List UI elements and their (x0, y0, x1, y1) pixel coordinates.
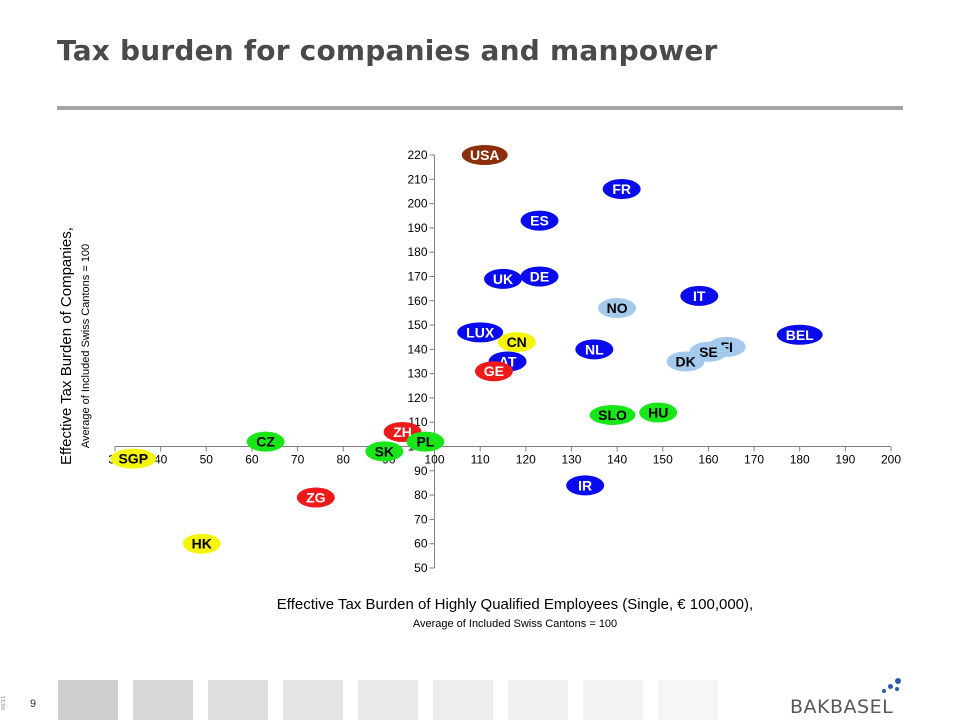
x-axis-label: Effective Tax Burden of Highly Qualified… (276, 596, 754, 613)
x-tick-label: 70 (291, 453, 305, 467)
y-tick-label: 170 (407, 269, 427, 283)
point-marker-sk (365, 441, 404, 462)
y-tick-label: 150 (407, 318, 427, 332)
point-label-zg: ZG (306, 490, 326, 506)
y-axis-label: Effective Tax Burden of Companies, (58, 227, 75, 465)
point-label-hu: HU (648, 405, 668, 421)
y-tick-label: 220 (407, 148, 427, 162)
point-label-fr: FR (612, 181, 631, 197)
footer-deco-block (583, 680, 643, 720)
point-label-hk: HK (192, 536, 212, 552)
point-label-slo: SLO (598, 407, 627, 423)
x-tick-label: 40 (154, 453, 168, 467)
y-tick-label: 160 (407, 294, 427, 308)
y-tick-label: 200 (407, 197, 427, 211)
footer-deco-block (283, 680, 343, 720)
point-marker-cn (497, 332, 536, 353)
x-axis-sublabel: Average of Included Swiss Cantons = 100 (412, 618, 618, 630)
footer-deco-block (358, 680, 418, 720)
point-label-ge: GE (484, 363, 504, 379)
point-marker-hk (182, 533, 221, 554)
x-tick-label: 130 (561, 453, 581, 467)
brand-name: BAKBASEL (790, 696, 894, 718)
x-tick-label: 80 (337, 453, 351, 467)
point-label-dk: DK (675, 354, 695, 370)
point-label-cn: CN (507, 334, 527, 350)
point-label-no: NO (607, 300, 628, 316)
point-label-ir: IR (578, 477, 592, 493)
y-tick-label: 80 (414, 488, 428, 502)
x-tick-label: 100 (425, 453, 445, 467)
brand-logo: BAKBASEL (790, 678, 910, 720)
point-marker-it (680, 285, 719, 306)
scatter-chart: 50 60 70 80 90100 110 120 130 140 150 160 170 180 190… (108, 145, 901, 575)
point-marker-ir (566, 475, 605, 496)
point-marker-usa (461, 145, 508, 165)
point-marker-dk (666, 351, 705, 372)
point-marker-no (598, 298, 637, 319)
page-title: Tax burden for companies and manpower (57, 34, 718, 67)
point-label-bel: BEL (786, 327, 814, 343)
y-tick-label: 70 (414, 512, 428, 526)
footer-deco-block (58, 680, 118, 720)
point-marker-cz (246, 431, 285, 452)
y-tick-label: 120 (407, 391, 427, 405)
point-label-cz: CZ (256, 434, 275, 450)
y-tick-label: 60 (414, 537, 428, 551)
footer-deco-block (433, 680, 493, 720)
point-label-usa: USA (470, 147, 500, 163)
x-tick-label: 200 (881, 453, 901, 467)
y-tick-label: 140 (407, 342, 427, 356)
y-axis-sublabel: Average of Included Swiss Cantons = 100 (80, 243, 92, 449)
footer-deco-block (208, 680, 268, 720)
point-marker-es (520, 210, 559, 231)
point-marker-bel (776, 324, 823, 345)
point-label-zh: ZH (393, 424, 412, 440)
point-marker-nl (575, 339, 614, 360)
page-number: 9 (30, 698, 37, 710)
point-marker-sgp (110, 448, 157, 469)
point-marker-zg (296, 487, 335, 508)
point-marker-lux (457, 322, 504, 343)
x-tick-label: 160 (698, 453, 718, 467)
x-tick-label: 150 (653, 453, 673, 467)
y-tick-label: 90 (414, 464, 428, 478)
x-tick-label: 170 (744, 453, 764, 467)
point-marker-fr (602, 179, 641, 200)
point-label-sgp: SGP (118, 451, 148, 467)
point-marker-slo (589, 404, 636, 425)
x-tick-label: 110 (471, 453, 490, 467)
point-label-es: ES (530, 213, 549, 229)
footer-deco-block (658, 680, 718, 720)
y-tick-label: 130 (407, 367, 427, 381)
x-tick-label: 190 (835, 453, 855, 467)
y-tick-label: 180 (407, 245, 427, 259)
point-label-pl: PL (416, 434, 434, 450)
title-divider (57, 106, 903, 110)
point-marker-uk (484, 268, 522, 289)
point-marker-ge (474, 361, 513, 382)
point-label-it: IT (693, 288, 706, 304)
y-tick-label: 190 (407, 221, 427, 235)
footer-deco-block (508, 680, 568, 720)
x-tick-label: 50 (200, 453, 214, 467)
x-tick-label: 140 (607, 453, 627, 467)
point-label-se: SE (699, 344, 718, 360)
y-tick-label: 210 (407, 172, 427, 186)
x-tick-label: 120 (516, 453, 536, 467)
point-label-lux: LUX (466, 324, 495, 340)
y-tick-label: 50 (414, 561, 428, 575)
x-tick-label: 60 (245, 453, 259, 467)
footer-date: 06/11 (1, 695, 7, 710)
point-label-nl: NL (585, 341, 604, 357)
point-marker-pl (406, 431, 445, 452)
point-label-sk: SK (375, 443, 394, 459)
footer-deco-block (133, 680, 193, 720)
brand-dots-icon (868, 676, 908, 696)
point-label-de: DE (530, 268, 549, 284)
point-marker-de (520, 266, 559, 287)
point-marker-hu (639, 402, 678, 423)
x-tick-label: 180 (790, 453, 810, 467)
point-label-uk: UK (493, 271, 513, 287)
